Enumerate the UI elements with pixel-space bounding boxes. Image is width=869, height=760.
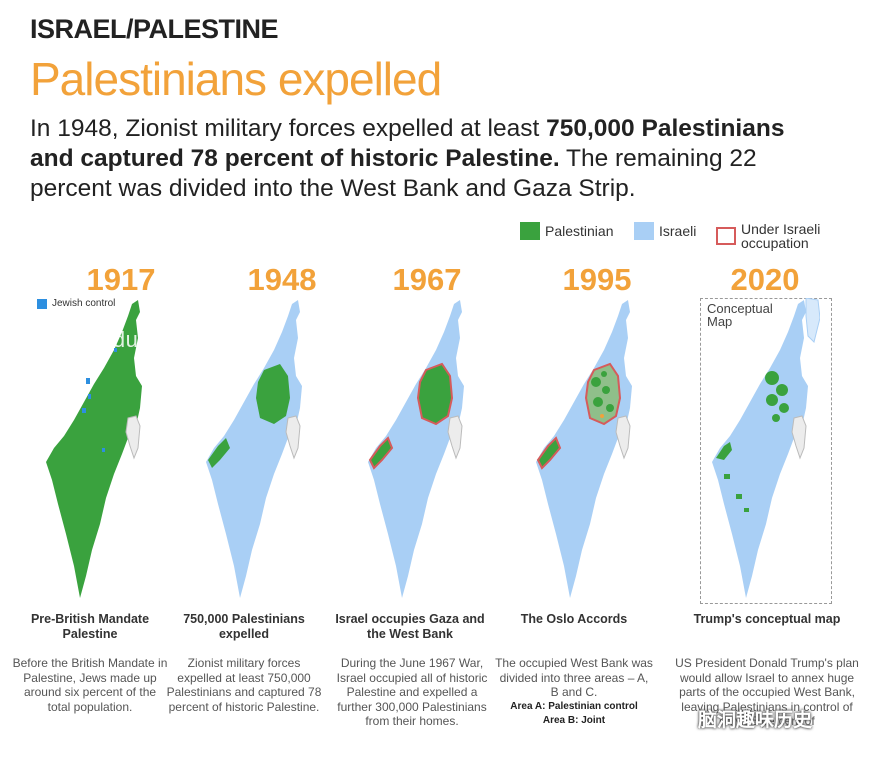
page-title: Palestinians expelled — [30, 53, 442, 105]
legend-palestinian: Palestinian — [520, 222, 614, 240]
area-a — [591, 377, 601, 387]
dead-sea-shape — [447, 415, 463, 460]
legend-occupation: Under Israeli occupation — [716, 222, 836, 250]
jewish-control-legend: Jewish control — [37, 298, 115, 309]
gaza-shape — [208, 438, 230, 468]
jewish-swatch — [37, 298, 47, 309]
jewish-area — [82, 408, 86, 413]
area-a — [606, 404, 614, 412]
israeli-swatch — [634, 222, 654, 240]
legend-israeli: Israeli — [634, 222, 696, 240]
map-2020 — [712, 298, 820, 598]
occupation-swatch — [716, 227, 736, 245]
year-2020: 2020 — [730, 262, 800, 297]
caption-1917: Pre-British Mandate Palestine — [30, 612, 150, 641]
kicker: ISRAEL/PALESTINE — [30, 14, 279, 44]
palestinian-enclave — [736, 494, 742, 499]
legend-label: Palestinian — [545, 223, 614, 239]
jewish-area — [114, 348, 117, 352]
west-bank-shape — [416, 362, 454, 426]
lede-text-2: The remaining 22 percent was divided int… — [30, 145, 757, 202]
desc-1995: The occupied West Bank was divided into … — [494, 656, 654, 729]
dead-sea-shape — [615, 415, 631, 460]
jewish-area — [88, 394, 91, 399]
legend-label: Under Israeli occupation — [741, 221, 821, 251]
palestinian-enclave — [776, 384, 788, 396]
area-a-note: Area A: Palestinian control — [510, 700, 638, 712]
map-1948 — [206, 300, 302, 598]
lede-bold: 750,000 Palestinians and captured 78 per… — [30, 115, 785, 172]
area-a — [601, 371, 607, 377]
palestinian-enclave — [724, 474, 730, 479]
palestinian-swatch — [520, 222, 540, 240]
lede: In 1948, Zionist military forces expelle… — [30, 114, 830, 204]
palestinian-enclave — [772, 414, 780, 422]
palestinian-enclave — [779, 403, 789, 413]
conceptual-map-frame — [700, 298, 832, 604]
jewish-area — [102, 448, 105, 452]
desc-2020: US President Donald Trump's plan would a… — [675, 656, 859, 728]
gaza-shape — [368, 436, 394, 470]
golan-shape — [805, 298, 820, 343]
palestinian-enclave — [766, 394, 778, 406]
lede-text-1: In 1948, Zionist military forces expelle… — [30, 115, 547, 142]
wechat-text: 脑洞趣味历史 — [698, 710, 813, 731]
dead-sea-shape — [125, 415, 141, 460]
area-a — [593, 397, 603, 407]
area-b-note: Area B: Joint — [542, 715, 606, 726]
caption-2020: Trump's conceptual map — [693, 612, 841, 626]
conceptual-map-label: Conceptual Map — [707, 301, 773, 329]
area-a — [602, 386, 610, 394]
dead-sea-shape — [285, 415, 301, 460]
desc-1948: Zionist military forces expelled at leas… — [166, 656, 322, 714]
desc-1967: During the June 1967 War, Israel occupie… — [336, 656, 488, 728]
wechat-icon — [672, 712, 692, 729]
jerusalem-marker — [600, 414, 604, 418]
wechat-watermark: 脑洞趣味历史 — [672, 705, 812, 732]
jewish-label: Jewish control — [52, 298, 116, 309]
palestinian-enclave — [765, 371, 779, 385]
palestinian-enclave — [744, 508, 749, 512]
year-1948: 1948 — [247, 262, 317, 297]
caption-1967: Israel occupies Gaza and the West Bank — [335, 612, 485, 641]
jewish-area — [86, 378, 90, 384]
legend-label: Israeli — [659, 223, 697, 239]
site-watermark: yiduoxiao.com — [96, 327, 244, 352]
west-bank-shape — [256, 364, 290, 424]
gaza-shape — [716, 442, 732, 460]
year-1995: 1995 — [562, 262, 632, 297]
caption-1948: 750,000 Palestinians expelled — [183, 612, 305, 641]
gaza-shape — [536, 436, 562, 470]
map-1917 — [46, 300, 142, 598]
dead-sea-shape — [791, 415, 807, 460]
map-1967 — [368, 300, 464, 598]
desc-1995-text: The occupied West Bank was divided into … — [495, 656, 653, 699]
map-1995 — [536, 300, 632, 598]
year-1967: 1967 — [392, 262, 462, 297]
caption-1995: The Oslo Accords — [520, 612, 628, 626]
year-1917: 1917 — [86, 262, 156, 297]
desc-1917: Before the British Mandate in Palestine,… — [12, 656, 168, 714]
